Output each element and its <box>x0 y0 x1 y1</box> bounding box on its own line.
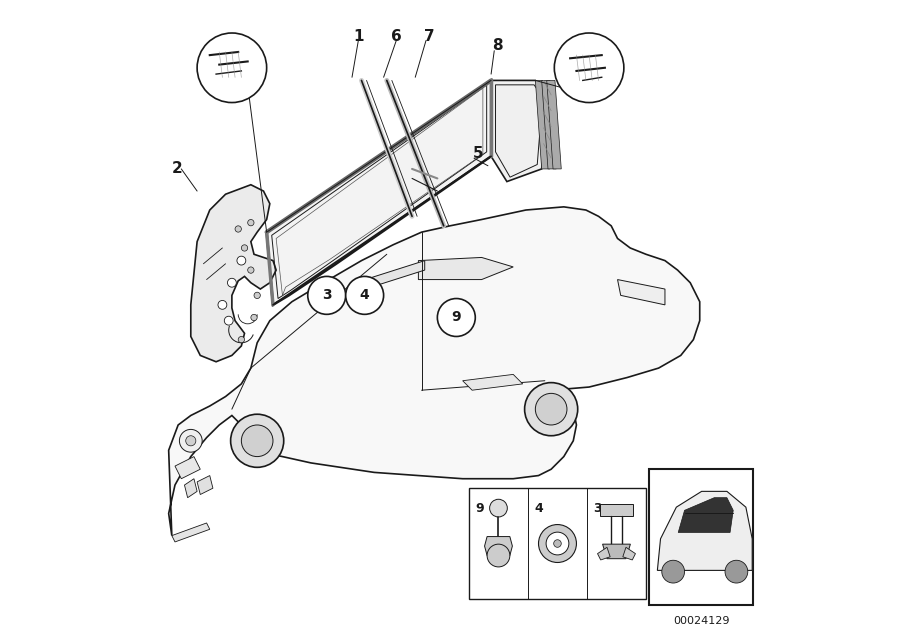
Bar <box>469 488 646 599</box>
Polygon shape <box>542 81 556 169</box>
Circle shape <box>554 33 624 102</box>
Polygon shape <box>172 523 210 542</box>
Circle shape <box>662 560 685 583</box>
Text: 9: 9 <box>475 502 484 515</box>
Polygon shape <box>463 375 523 390</box>
Circle shape <box>437 298 475 337</box>
Circle shape <box>224 316 233 325</box>
Polygon shape <box>536 81 550 169</box>
Circle shape <box>538 525 576 563</box>
Text: 3: 3 <box>322 288 331 302</box>
Circle shape <box>235 226 241 232</box>
Polygon shape <box>603 544 630 559</box>
Circle shape <box>536 393 567 425</box>
Circle shape <box>228 278 237 287</box>
Polygon shape <box>617 279 665 305</box>
Text: 4: 4 <box>360 288 370 302</box>
Circle shape <box>230 414 284 467</box>
Circle shape <box>487 544 510 567</box>
Text: 2: 2 <box>172 161 183 177</box>
Circle shape <box>237 256 246 265</box>
Circle shape <box>238 337 245 343</box>
Circle shape <box>197 33 266 102</box>
Polygon shape <box>657 491 752 570</box>
Text: 1: 1 <box>353 29 364 44</box>
Text: 9: 9 <box>452 311 461 324</box>
Text: 7: 7 <box>425 29 435 44</box>
Circle shape <box>725 560 748 583</box>
Circle shape <box>241 425 273 457</box>
Polygon shape <box>168 207 699 535</box>
Circle shape <box>241 245 248 251</box>
Text: 4: 4 <box>535 502 543 515</box>
Circle shape <box>185 436 196 446</box>
Text: 8: 8 <box>492 38 503 53</box>
Text: 5: 5 <box>473 145 484 161</box>
Circle shape <box>179 429 203 452</box>
Text: 3: 3 <box>593 502 602 515</box>
Circle shape <box>248 220 254 226</box>
Polygon shape <box>484 537 512 556</box>
Polygon shape <box>600 504 633 516</box>
Text: 00024129: 00024129 <box>673 616 730 626</box>
Circle shape <box>554 540 562 547</box>
Polygon shape <box>356 260 425 292</box>
Circle shape <box>546 532 569 555</box>
Circle shape <box>308 276 346 314</box>
Polygon shape <box>191 185 276 362</box>
Polygon shape <box>491 81 544 182</box>
Polygon shape <box>598 547 610 560</box>
Polygon shape <box>546 81 562 169</box>
Polygon shape <box>184 479 197 498</box>
Polygon shape <box>197 476 213 495</box>
Circle shape <box>248 267 254 273</box>
Circle shape <box>251 314 257 321</box>
Polygon shape <box>266 81 491 305</box>
Circle shape <box>218 300 227 309</box>
Polygon shape <box>418 257 513 279</box>
Circle shape <box>254 292 260 298</box>
Circle shape <box>490 499 508 517</box>
Polygon shape <box>679 498 734 533</box>
Polygon shape <box>175 457 201 479</box>
Polygon shape <box>623 547 635 560</box>
Text: 6: 6 <box>391 29 401 44</box>
Circle shape <box>346 276 383 314</box>
Bar <box>649 469 753 605</box>
Circle shape <box>525 383 578 436</box>
